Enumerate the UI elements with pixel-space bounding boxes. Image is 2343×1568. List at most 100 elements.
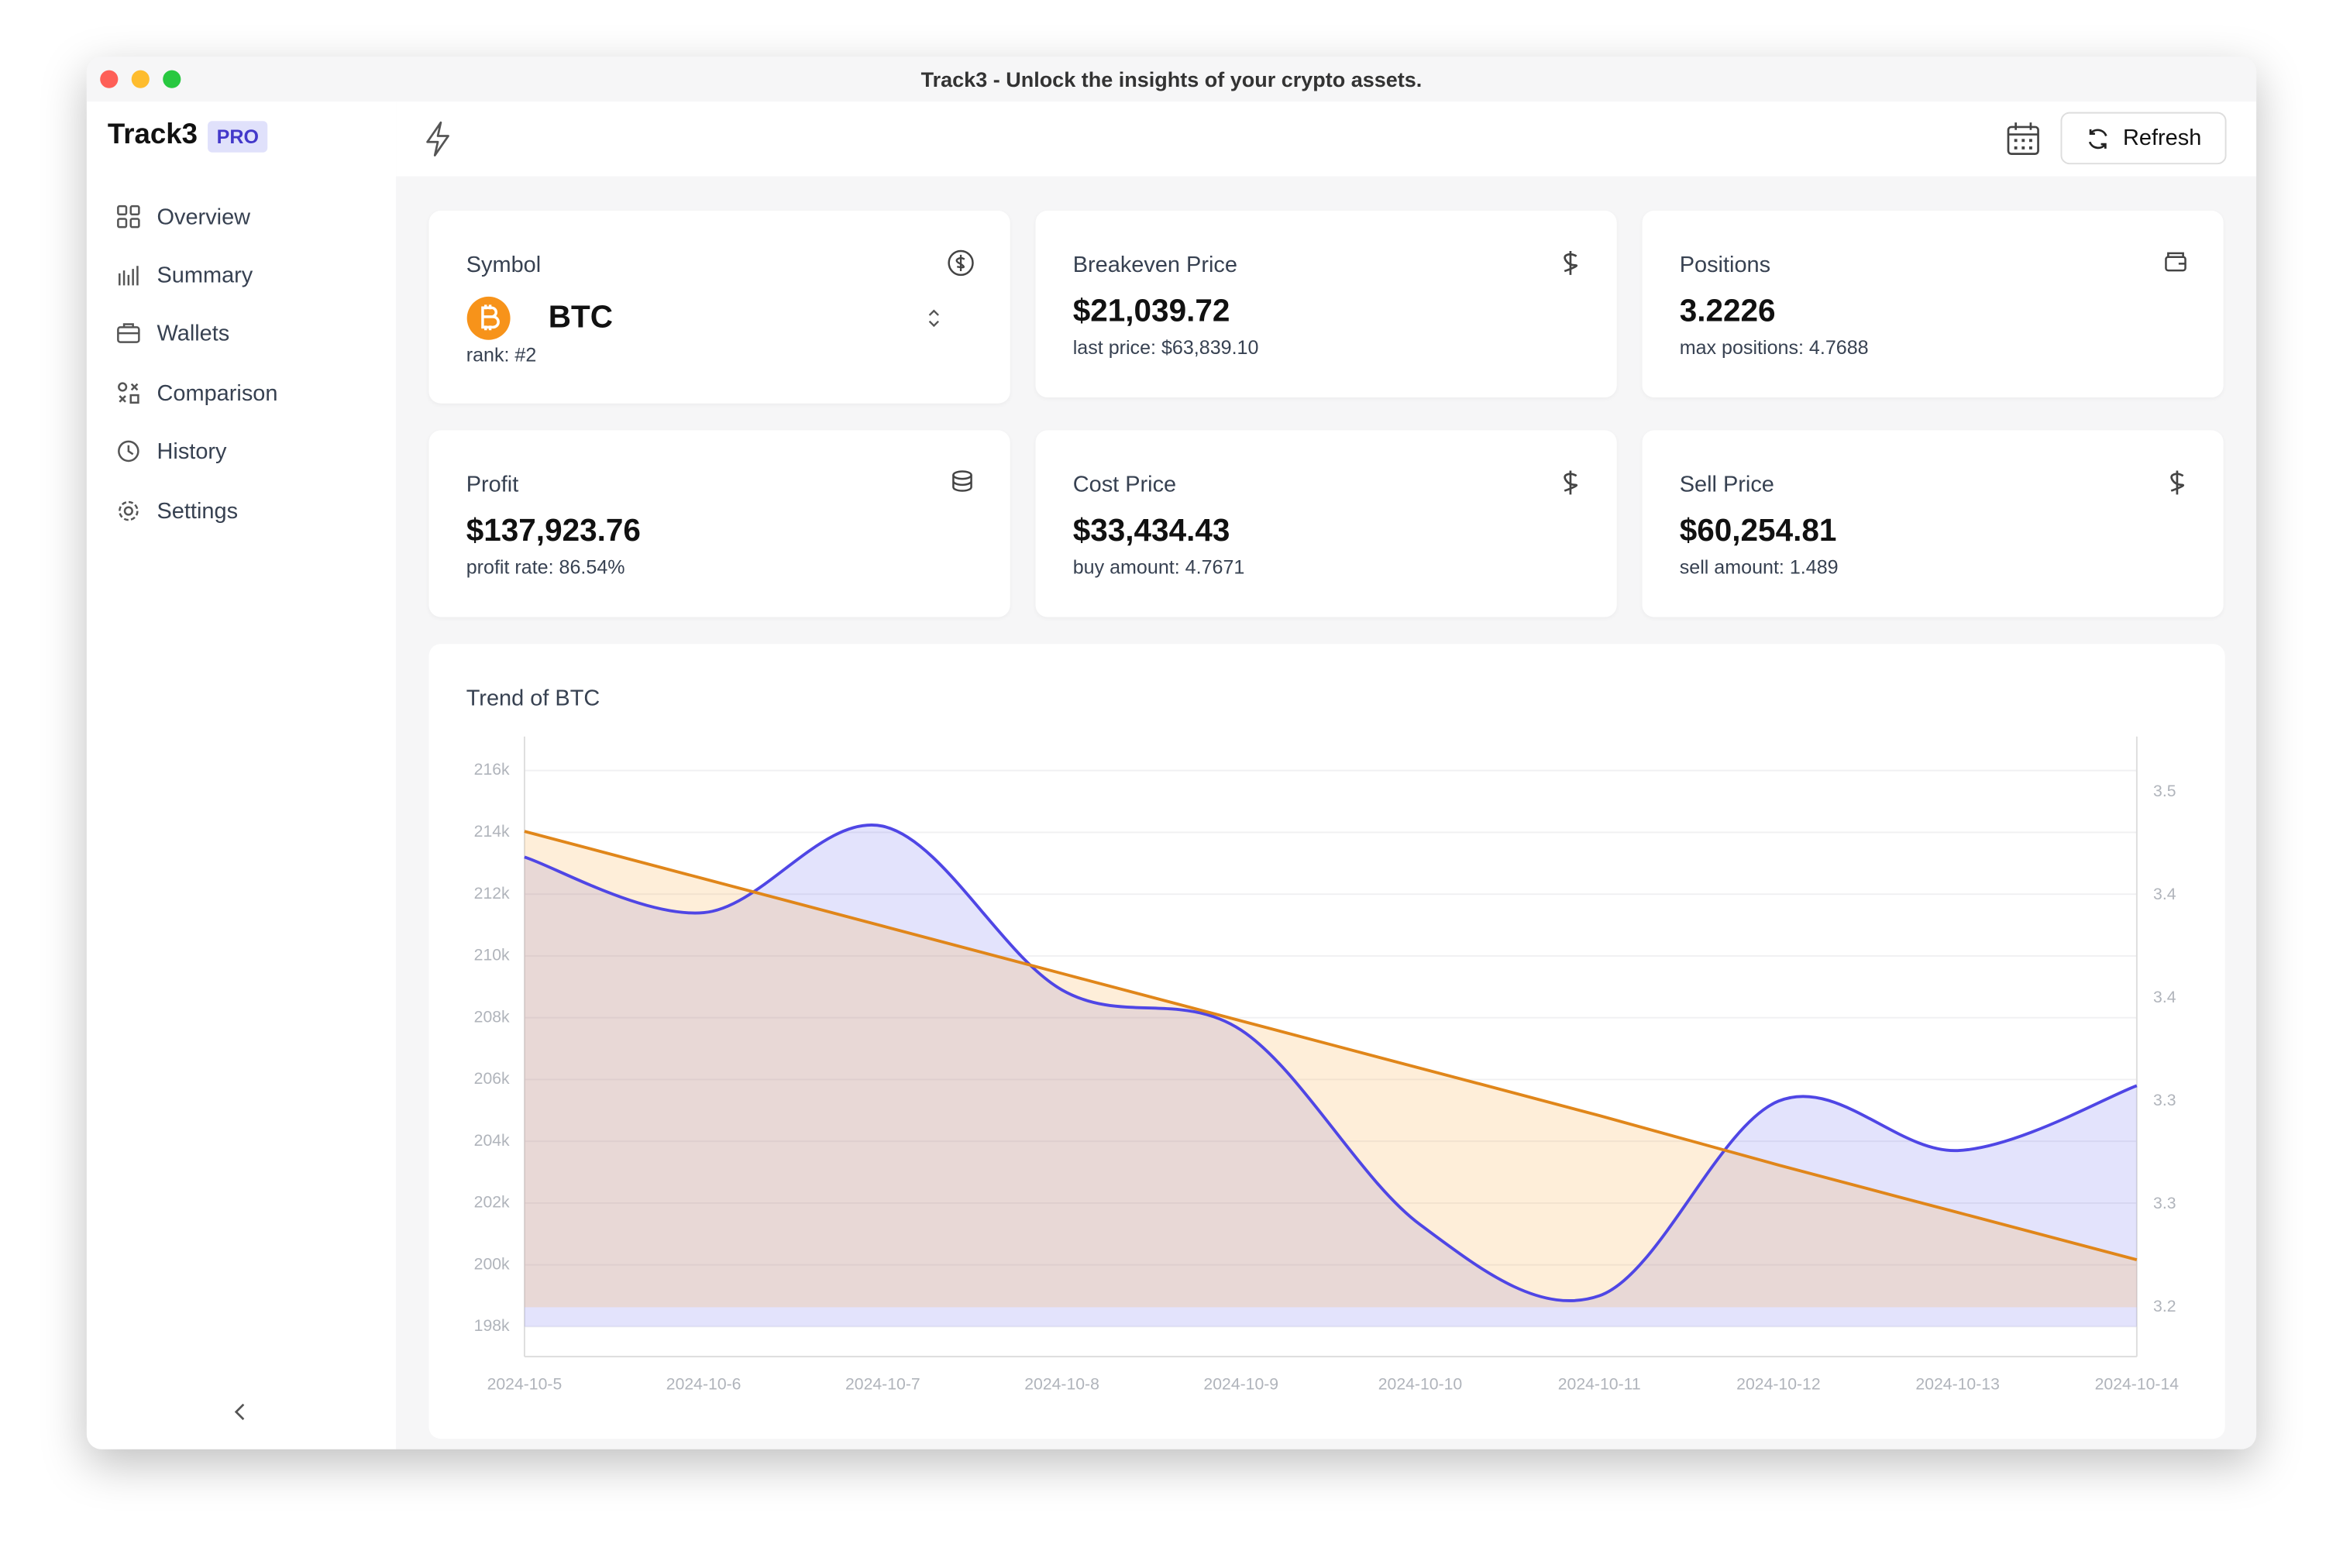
card-label: Profit bbox=[466, 472, 519, 498]
icon bbox=[117, 205, 140, 229]
card-sub: profit rate: 86.54% bbox=[466, 555, 625, 579]
card-value: $33,434.43 bbox=[1072, 514, 1230, 548]
stat-card: Breakeven Price $21,039.72 last price: $… bbox=[1035, 210, 1617, 397]
card-label: Positions bbox=[1679, 252, 1771, 278]
y-tick-label: 214k bbox=[474, 823, 510, 841]
icon bbox=[117, 323, 140, 343]
card-sub: buy amount: 4.7671 bbox=[1072, 555, 1245, 579]
line bbox=[524, 823, 2138, 1302]
line bbox=[524, 830, 2138, 1262]
card-label: Symbol bbox=[466, 252, 542, 278]
card-sub: last price: $63,839.10 bbox=[1072, 335, 1259, 359]
x-tick-label: 2024-10-11 bbox=[1558, 1375, 1641, 1393]
y2-tick-label: 3.3 bbox=[2153, 1195, 2176, 1212]
collapse-button[interactable] bbox=[233, 1401, 248, 1422]
y-tick-label: 206k bbox=[474, 1070, 510, 1088]
x-tick-label: 2024-10-9 bbox=[1203, 1375, 1278, 1393]
card-value: $60,254.81 bbox=[1679, 514, 1837, 548]
nav-item[interactable]: Wallets bbox=[116, 315, 229, 351]
zoom-button[interactable] bbox=[163, 70, 181, 88]
window: Track3 - Unlock the insights of your cry… bbox=[86, 57, 2257, 1449]
area bbox=[524, 824, 2137, 1327]
nav-label: Wallets bbox=[157, 320, 230, 346]
y-tick-label: 200k bbox=[474, 1255, 510, 1273]
x-tick-label: 2024-10-8 bbox=[1024, 1375, 1099, 1393]
card-label: Cost Price bbox=[1072, 472, 1177, 498]
icon bbox=[1564, 250, 1578, 275]
y-tick-label: 210k bbox=[474, 947, 510, 965]
y-tick-label: 204k bbox=[474, 1132, 510, 1150]
bolt-icon[interactable] bbox=[425, 121, 452, 156]
title-bar: Track3 - Unlock the insights of your cry… bbox=[86, 57, 2257, 102]
y-tick-label: 198k bbox=[474, 1317, 510, 1335]
pro-badge: PRO bbox=[208, 121, 268, 153]
brand: Track3 bbox=[107, 119, 198, 151]
window-title: Track3 - Unlock the insights of your cry… bbox=[920, 67, 1423, 91]
btc-logo bbox=[466, 296, 511, 340]
chart-card: Trend of BTC 198k 200k 202k 204k 206k 208k 210… bbox=[428, 644, 2225, 1439]
icon bbox=[2170, 470, 2185, 495]
stat-card: Positions 3.2226 max positions: 4.7688 bbox=[1642, 210, 2224, 397]
card-value: 3.2226 bbox=[1679, 294, 1776, 329]
stat-card: Cost Price $33,434.43 buy amount: 4.7671 bbox=[1035, 430, 1617, 617]
icon bbox=[119, 266, 139, 286]
card-value: BTC bbox=[548, 300, 614, 335]
nav-label: Overview bbox=[157, 204, 251, 230]
nav-item[interactable]: Summary bbox=[116, 257, 253, 293]
y2-tick-label: 3.4 bbox=[2153, 989, 2176, 1006]
y-tick-label: 202k bbox=[474, 1194, 510, 1212]
nav-label: Summary bbox=[157, 262, 253, 288]
nav-item[interactable]: Comparison bbox=[116, 375, 277, 411]
select-arrows[interactable] bbox=[927, 308, 941, 328]
nav-item[interactable]: Overview bbox=[116, 198, 250, 234]
close-button[interactable] bbox=[100, 70, 119, 88]
symbol-card: Symbol BTC rank: #2 bbox=[428, 210, 1010, 404]
stat-card: Profit $137,923.76 profit rate: 86.54% bbox=[428, 430, 1010, 617]
x-tick-label: 2024-10-13 bbox=[1915, 1375, 1999, 1393]
chart: 198k 200k 202k 204k 206k 208k 210k 212k 214k 216k… bbox=[474, 736, 2180, 1393]
y-tick-label: 208k bbox=[474, 1008, 510, 1026]
sidebar: Track3 PRO Overview Summary Wallets Comp… bbox=[86, 101, 397, 1449]
x-tick-label: 2024-10-7 bbox=[845, 1375, 920, 1393]
icon bbox=[2088, 128, 2107, 149]
minimize-button[interactable] bbox=[131, 70, 150, 88]
x-tick-label: 2024-10-14 bbox=[2095, 1375, 2180, 1393]
nav-item[interactable]: History bbox=[116, 433, 227, 469]
y2-tick-label: 3.5 bbox=[2153, 782, 2176, 800]
y2-tick-label: 3.3 bbox=[2153, 1092, 2176, 1109]
icon bbox=[118, 382, 139, 404]
x-tick-label: 2024-10-12 bbox=[1736, 1375, 1820, 1393]
icon bbox=[952, 470, 972, 492]
chart-title: Trend of BTC bbox=[466, 686, 600, 711]
header bbox=[396, 101, 2257, 177]
icon bbox=[948, 249, 974, 277]
card-sub: rank: #2 bbox=[466, 343, 537, 366]
stat-card: Sell Price $60,254.81 sell amount: 1.489 bbox=[1642, 430, 2224, 617]
card-value: $137,923.76 bbox=[466, 514, 641, 548]
calendar-button[interactable] bbox=[2005, 121, 2041, 156]
nav-item[interactable]: Settings bbox=[116, 493, 238, 528]
refresh-button[interactable]: Refresh bbox=[2060, 112, 2227, 165]
nav-label: Settings bbox=[157, 498, 239, 524]
card-sub: max positions: 4.7688 bbox=[1679, 335, 1869, 359]
x-tick-label: 2024-10-10 bbox=[1378, 1375, 1462, 1393]
y2-tick-label: 3.4 bbox=[2153, 885, 2176, 903]
nav-label: History bbox=[157, 438, 227, 464]
nav-label: Comparison bbox=[157, 380, 278, 406]
y-tick-label: 216k bbox=[474, 761, 510, 779]
x-tick-label: 2024-10-6 bbox=[666, 1375, 741, 1393]
card-sub: sell amount: 1.489 bbox=[1679, 555, 1839, 579]
icon bbox=[118, 440, 139, 462]
button-label: Refresh bbox=[2122, 125, 2202, 151]
icon bbox=[1564, 470, 1578, 495]
card-value: $21,039.72 bbox=[1072, 294, 1230, 329]
card-label: Sell Price bbox=[1679, 472, 1774, 498]
icon bbox=[2165, 252, 2186, 272]
y2-tick-label: 3.2 bbox=[2153, 1298, 2176, 1315]
area bbox=[524, 831, 2137, 1308]
x-tick-label: 2024-10-5 bbox=[487, 1375, 563, 1393]
y-tick-label: 212k bbox=[474, 885, 510, 903]
card-label: Breakeven Price bbox=[1072, 252, 1237, 278]
